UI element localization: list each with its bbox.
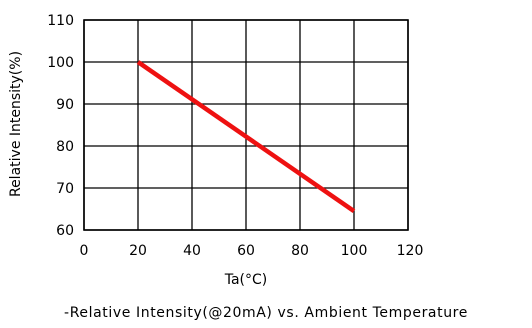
chart-caption: -Relative Intensity(@20mA) vs. Ambient T…: [64, 305, 468, 321]
y-tick-label: 70: [56, 181, 74, 197]
y-tick-label: 100: [47, 55, 74, 71]
y-axis-label: Relative Intensity(%): [8, 51, 24, 197]
grid: [83, 19, 409, 231]
y-tick-labels: 60 70 80 90 100 110: [47, 13, 74, 239]
x-tick-label: 80: [291, 243, 309, 259]
x-axis-label: Ta(°C): [224, 272, 268, 288]
y-tick-label: 60: [56, 223, 74, 239]
x-tick-label: 20: [129, 243, 147, 259]
x-tick-label: 60: [237, 243, 255, 259]
x-tick-label: 120: [397, 243, 424, 259]
x-tick-label: 0: [80, 243, 89, 259]
plot-frame: [83, 19, 409, 231]
x-tick-labels: 0 20 40 60 80 100 120: [80, 243, 424, 259]
y-tick-label: 110: [47, 13, 74, 29]
y-tick-label: 90: [56, 97, 74, 113]
series-layer: [136, 60, 356, 213]
y-tick-label: 80: [56, 139, 74, 155]
series-line: [136, 60, 356, 213]
x-tick-label: 100: [341, 243, 368, 259]
x-tick-label: 40: [183, 243, 201, 259]
